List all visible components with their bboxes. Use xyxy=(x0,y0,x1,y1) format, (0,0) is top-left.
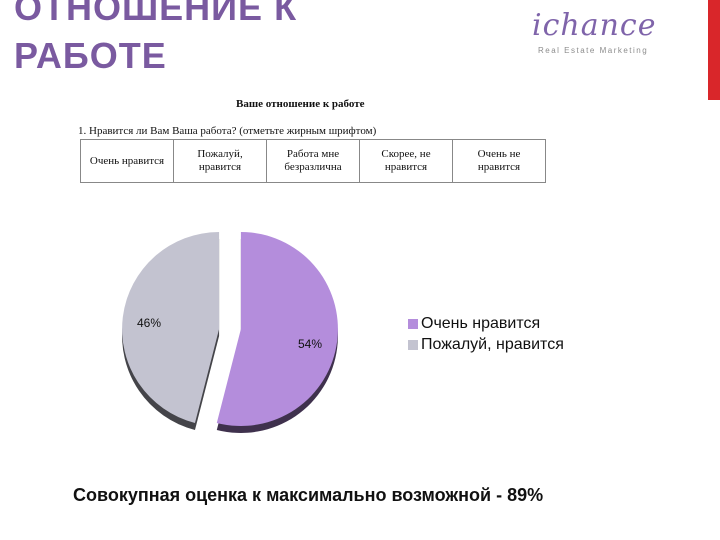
survey-option: Очень не нравится xyxy=(452,139,546,183)
legend-swatch xyxy=(408,339,418,350)
legend-swatch xyxy=(408,318,418,329)
survey-option: Работа мне безразлична xyxy=(266,139,360,183)
brand-tagline: Real Estate Marketing xyxy=(538,46,649,55)
survey-option: Пожалуй, нравится xyxy=(173,139,267,183)
pie-slice-shadow xyxy=(216,239,338,433)
legend-item: Пожалуй, нравится xyxy=(408,334,564,355)
survey-options-table: Очень нравится Пожалуй, нравится Работа … xyxy=(80,139,546,183)
pie-slice xyxy=(216,232,338,426)
pie-slice xyxy=(122,231,220,423)
survey-title: Ваше отношение к работе xyxy=(236,98,365,110)
survey-question: 1. Нравится ли Вам Ваша работа? (отметьт… xyxy=(78,125,377,137)
pie-labels: 54% 46% xyxy=(137,316,322,351)
accent-bar xyxy=(708,0,720,100)
pie-slice-shadow xyxy=(122,239,220,430)
legend-label: Очень нравится xyxy=(421,315,541,332)
chart-legend: Очень нравится Пожалуй, нравится xyxy=(408,313,564,355)
survey-option: Очень нравится xyxy=(80,139,174,183)
side-strip xyxy=(708,100,720,540)
legend-label: Пожалуй, нравится xyxy=(421,336,564,353)
page-title-line-2: РАБОТЕ xyxy=(14,35,167,76)
table-row: Очень нравится Пожалуй, нравится Работа … xyxy=(80,139,546,183)
brand-logo: ichance Real Estate Marketing xyxy=(532,8,662,55)
brand-name: ichance xyxy=(532,8,657,43)
data-label: 46% xyxy=(137,316,161,330)
summary-text: Совокупная оценка к максимально возможно… xyxy=(73,485,544,505)
page-title: ОТНОШЕНИЕ К РАБОТЕ xyxy=(14,0,297,80)
page-title-line-1: ОТНОШЕНИЕ К xyxy=(14,0,298,28)
legend-item: Очень нравится xyxy=(408,313,564,334)
data-label: 54% xyxy=(298,337,322,351)
pie-slices xyxy=(122,231,338,433)
survey-option: Скорее, не нравится xyxy=(359,139,453,183)
